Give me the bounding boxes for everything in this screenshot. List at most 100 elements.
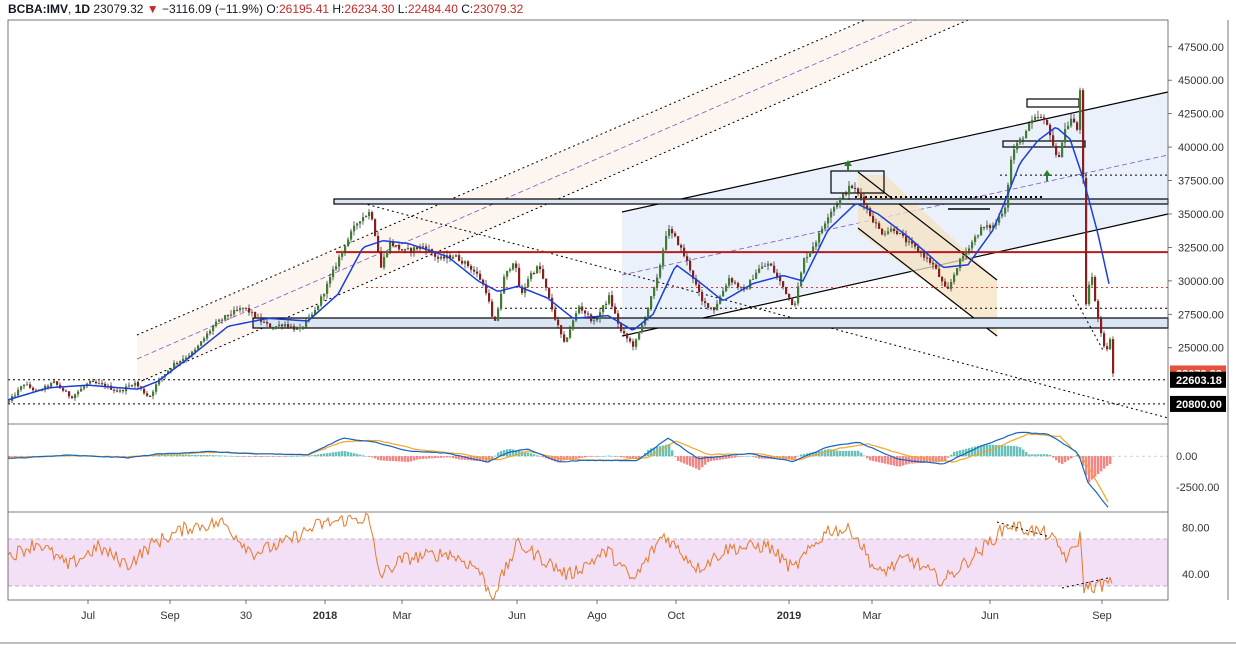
macd-histogram-bar bbox=[380, 456, 383, 461]
macd-histogram-bar bbox=[935, 456, 938, 463]
rsi-tick-label: 80.00 bbox=[1182, 522, 1210, 534]
macd-histogram-bar bbox=[329, 452, 332, 457]
macd-histogram-bar bbox=[1013, 446, 1016, 457]
macd-histogram-bar bbox=[863, 455, 866, 457]
candle bbox=[26, 381, 29, 386]
candle-body bbox=[686, 256, 689, 261]
candle-body bbox=[578, 306, 581, 314]
candle bbox=[797, 282, 800, 306]
candle bbox=[962, 252, 965, 262]
candle bbox=[1091, 272, 1094, 288]
macd-histogram-bar bbox=[884, 456, 887, 464]
candle bbox=[713, 306, 716, 314]
macd-histogram-bar bbox=[245, 456, 248, 457]
candle bbox=[950, 278, 953, 292]
candle-body bbox=[581, 306, 584, 311]
candle-body bbox=[785, 286, 788, 295]
candle bbox=[47, 384, 50, 390]
candle-body bbox=[224, 315, 227, 320]
candle-body bbox=[1094, 276, 1097, 301]
candle-body bbox=[317, 305, 320, 310]
candle-body bbox=[1100, 318, 1103, 334]
macd-histogram-bar bbox=[338, 451, 341, 457]
macd-histogram-bar bbox=[749, 455, 752, 457]
candle bbox=[1097, 298, 1100, 323]
macd-histogram-bar bbox=[779, 456, 782, 460]
candle-body bbox=[956, 268, 959, 275]
candle bbox=[818, 230, 821, 248]
macd-histogram-bar bbox=[728, 456, 731, 459]
candle bbox=[221, 317, 224, 324]
candle-body bbox=[377, 235, 380, 252]
macd-histogram-bar bbox=[368, 456, 371, 457]
candle bbox=[110, 382, 113, 391]
candle-body bbox=[14, 395, 17, 397]
macd-tick-label: -2500.00 bbox=[1176, 482, 1219, 494]
macd-histogram-bar bbox=[482, 456, 485, 462]
candle-body bbox=[560, 325, 563, 335]
macd-histogram-bar bbox=[1031, 454, 1034, 457]
candle bbox=[971, 239, 974, 254]
candle-body bbox=[50, 383, 53, 387]
macd-histogram-bar bbox=[1001, 445, 1004, 457]
candle bbox=[320, 294, 323, 307]
macd-histogram-bar bbox=[161, 454, 164, 457]
candle bbox=[23, 384, 26, 390]
macd-histogram-bar bbox=[791, 456, 794, 460]
candle-body bbox=[623, 331, 626, 334]
macd-histogram-bar bbox=[992, 444, 995, 457]
macd-histogram-bar bbox=[239, 456, 242, 457]
candle bbox=[158, 377, 161, 387]
rsi-divergence-line bbox=[996, 521, 1051, 538]
macd-histogram-bar bbox=[830, 449, 833, 457]
macd-histogram-bar bbox=[683, 456, 686, 464]
macd-histogram-bar bbox=[530, 453, 533, 457]
candle-body bbox=[368, 212, 371, 216]
candle bbox=[755, 269, 758, 280]
candle bbox=[662, 247, 665, 270]
candle-body bbox=[638, 331, 641, 340]
candle bbox=[437, 254, 440, 263]
macd-histogram-bar bbox=[755, 456, 758, 458]
candle bbox=[464, 260, 467, 269]
candle-body bbox=[530, 272, 533, 280]
candle bbox=[899, 232, 902, 235]
macd-histogram-bar bbox=[887, 456, 890, 465]
candle-body bbox=[800, 272, 803, 287]
candle bbox=[626, 332, 629, 343]
candle-body bbox=[413, 247, 416, 252]
candle-body bbox=[731, 278, 734, 283]
candle-body bbox=[74, 394, 77, 399]
candle-body bbox=[278, 324, 281, 327]
candle bbox=[878, 221, 881, 229]
macd-histogram-bar bbox=[890, 456, 893, 465]
macd-histogram-bar bbox=[1010, 445, 1013, 457]
candle bbox=[671, 226, 674, 239]
candle-body bbox=[494, 316, 497, 321]
candle bbox=[1004, 202, 1007, 218]
macd-histogram-bar bbox=[572, 456, 575, 460]
macd-histogram-bar bbox=[569, 456, 572, 460]
macd-histogram-bar bbox=[248, 456, 251, 457]
macd-histogram-bar bbox=[737, 456, 740, 458]
candle-body bbox=[248, 308, 251, 313]
candle-body bbox=[791, 297, 794, 306]
macd-histogram-bar bbox=[959, 450, 962, 457]
macd-histogram-bar bbox=[920, 456, 923, 464]
macd-histogram-bar bbox=[680, 456, 683, 463]
candle-body bbox=[1088, 284, 1091, 305]
candle-body bbox=[1070, 118, 1073, 126]
candle-body bbox=[362, 217, 365, 222]
candle-body bbox=[611, 295, 614, 307]
candle-body bbox=[617, 313, 620, 324]
candle bbox=[986, 220, 989, 231]
candle bbox=[362, 212, 365, 225]
candle-body bbox=[836, 204, 839, 208]
candle bbox=[515, 260, 518, 273]
candle-body bbox=[947, 286, 950, 289]
candle-body bbox=[605, 303, 608, 306]
price-tick-label: 25000.00 bbox=[1178, 343, 1224, 355]
candle bbox=[716, 299, 719, 311]
candle-body bbox=[341, 250, 344, 257]
